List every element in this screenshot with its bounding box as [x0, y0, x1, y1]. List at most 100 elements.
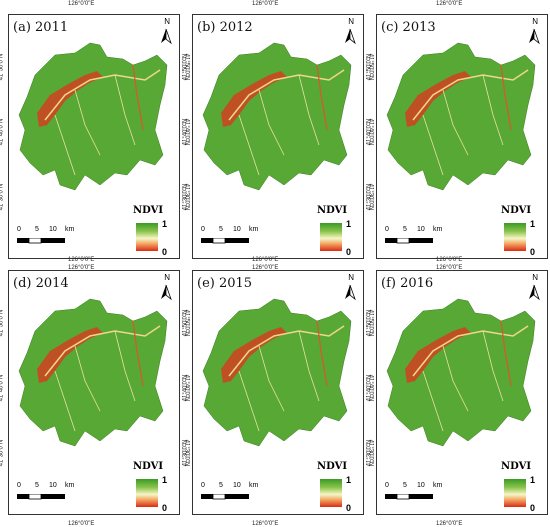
legend-max: 1	[346, 475, 352, 485]
map-panel: 126°0'0"E (a) 2011 N NDVI 1 0 0	[0, 1, 190, 271]
map-panel: 126°0'0"E (c) 2013 N NDVI 1 0 0	[366, 1, 548, 271]
latitude-label: 41°50'0"N	[0, 53, 5, 81]
north-arrow-icon	[161, 284, 172, 301]
river-line	[412, 69, 529, 121]
east-valley	[500, 320, 512, 387]
scale-tick-0: 0	[17, 226, 21, 233]
longitude-label-top: 126°0'0"E	[436, 257, 463, 263]
ndvi-map	[18, 298, 168, 447]
panel-title: (c) 2013	[381, 20, 436, 35]
degraded-zone	[37, 327, 103, 383]
tributary-line	[422, 74, 504, 176]
tributary-line	[238, 330, 320, 432]
north-arrow-icon	[529, 28, 540, 45]
north-letter: N	[348, 17, 354, 26]
map-frame: (c) 2013 N NDVI 1 0 0 5 10	[376, 14, 548, 259]
legend-max: 1	[162, 219, 168, 229]
panel-title: (b) 2012	[197, 20, 253, 35]
north-letter: N	[164, 273, 170, 282]
legend-max: 1	[530, 475, 536, 485]
scale-tick-10: 10	[49, 226, 57, 233]
longitude-label-bottom: 126°0'0"E	[436, 265, 463, 271]
latitude-label: 41°30'0"N	[0, 439, 5, 467]
legend-title: NDVI	[501, 461, 532, 472]
scale-tick-0: 0	[17, 482, 21, 489]
legend-min: 0	[530, 503, 536, 513]
latitude-label: 41°40'0"N	[0, 118, 5, 146]
river-line	[228, 69, 345, 121]
map-panel: 126°0'0"E (f) 2016 N NDVI 1 0 0	[366, 257, 548, 527]
legend-max: 1	[346, 219, 352, 229]
scale-tick-5: 5	[219, 226, 223, 233]
latitude-label: 41°30'0"N	[182, 183, 189, 211]
legend-max: 1	[530, 219, 536, 229]
ndvi-map	[202, 42, 352, 191]
scale-unit: km	[65, 482, 75, 489]
panel-title: (a) 2011	[13, 20, 69, 35]
north-arrow-icon	[529, 284, 540, 301]
longitude-label-top: 126°0'0"E	[252, 1, 279, 7]
river-line	[44, 325, 161, 377]
tributary-line	[238, 74, 320, 176]
tributary-line	[54, 330, 136, 432]
scale-tick-10: 10	[233, 226, 241, 233]
scale-bar: 0 5 10 km	[201, 482, 281, 512]
north-arrow-icon	[345, 28, 356, 45]
longitude-label-top: 126°0'0"E	[68, 1, 95, 7]
latitude-label: 41°30'0"N	[182, 439, 189, 467]
scale-unit: km	[249, 226, 259, 233]
legend-min: 0	[530, 247, 536, 257]
map-frame: (d) 2014 N NDVI 1 0 0 5 10	[8, 270, 180, 515]
scale-bar: 0 5 10 km	[385, 482, 465, 512]
river-line	[44, 69, 161, 121]
north-arrow-icon	[161, 28, 172, 45]
map-panel: 126°0'0"E (d) 2014 N NDVI 1 0 0	[0, 257, 190, 527]
scale-tick-10: 10	[417, 226, 425, 233]
north-letter: N	[532, 17, 538, 26]
scale-tick-10: 10	[417, 482, 425, 489]
ndvi-map	[386, 42, 536, 191]
scale-unit: km	[65, 226, 75, 233]
legend-min: 0	[162, 503, 168, 513]
region-shape	[386, 42, 536, 191]
latitude-label: 41°30'0"N	[366, 183, 373, 211]
scale-tick-0: 0	[201, 482, 205, 489]
legend-color-ramp	[504, 223, 526, 251]
region-shape	[386, 298, 536, 447]
longitude-label-bottom: 126°0'0"E	[436, 521, 463, 527]
scale-tick-5: 5	[35, 226, 39, 233]
longitude-label-bottom: 126°0'0"E	[252, 521, 279, 527]
scale-bar: 0 5 10 km	[17, 226, 97, 256]
legend-color-ramp	[320, 479, 342, 507]
longitude-label-bottom: 126°0'0"E	[68, 265, 95, 271]
panel-title: (d) 2014	[13, 276, 69, 291]
scale-unit: km	[249, 482, 259, 489]
ndvi-map	[386, 298, 536, 447]
scale-tick-0: 0	[201, 226, 205, 233]
legend-min: 0	[346, 247, 352, 257]
north-arrow-icon	[345, 284, 356, 301]
latitude-label: 41°50'0"N	[366, 309, 373, 337]
east-valley	[316, 64, 328, 131]
latitude-label: 41°50'0"N	[366, 53, 373, 81]
latitude-label: 41°40'0"N	[366, 374, 373, 402]
longitude-label-bottom: 126°0'0"E	[252, 265, 279, 271]
scale-bar: 0 5 10 km	[17, 482, 97, 512]
east-valley	[132, 320, 144, 387]
ndvi-map	[18, 42, 168, 191]
degraded-zone	[405, 71, 471, 127]
legend-title: NDVI	[133, 461, 164, 472]
legend-min: 0	[346, 503, 352, 513]
river-line	[228, 325, 345, 377]
east-valley	[132, 64, 144, 131]
scale-tick-10: 10	[49, 482, 57, 489]
longitude-label-top: 126°0'0"E	[252, 257, 279, 263]
map-frame: (b) 2012 N NDVI 1 0 0 5 10	[192, 14, 364, 259]
north-letter: N	[164, 17, 170, 26]
latitude-label: 41°40'0"N	[182, 118, 189, 146]
scale-unit: km	[433, 226, 443, 233]
region-shape	[202, 42, 352, 191]
legend-title: NDVI	[317, 461, 348, 472]
scale-tick-5: 5	[403, 482, 407, 489]
scale-tick-5: 5	[219, 482, 223, 489]
